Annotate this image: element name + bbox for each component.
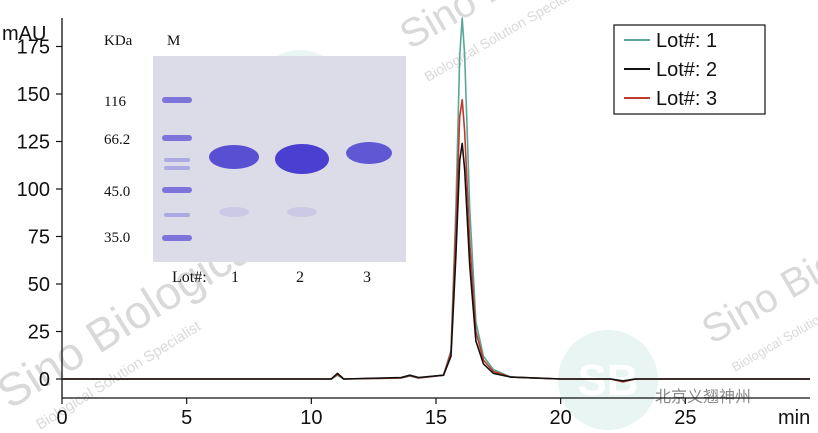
gel-marker-label: M	[167, 33, 180, 49]
y-tick-label: 100	[17, 179, 50, 201]
series-line-lot-2	[62, 142, 810, 382]
legend-label-lot-2: Lot#: 2	[656, 59, 717, 81]
sds-page-gel-inset: KDa M 116 66.2 45.0 35.0 Lot#: 1 2 3	[104, 33, 406, 286]
gel-marker-66-2: 66.2	[104, 132, 130, 148]
gel-ladder-band	[162, 135, 192, 141]
gel-band-lane-3	[346, 142, 392, 164]
gel-ladder-band	[164, 166, 190, 170]
y-tick-label: 150	[17, 84, 50, 106]
legend: Lot#: 1 Lot#: 2 Lot#: 3	[613, 24, 766, 115]
gel-lane-3-label: 3	[363, 269, 371, 286]
y-tick-label: 75	[28, 227, 50, 249]
y-tick-label: 50	[28, 274, 50, 296]
legend-label-lot-3: Lot#: 3	[656, 88, 717, 110]
gel-lane-1-label: 1	[231, 269, 239, 286]
gel-ladder-band	[162, 97, 192, 103]
x-axis-label: min	[778, 407, 810, 429]
series-lines	[62, 17, 810, 383]
y-tick-label: 175	[17, 37, 50, 59]
watermark-logo-circle-2	[558, 330, 658, 430]
gel-ladder-band	[164, 158, 190, 162]
gel-ladder-band	[162, 187, 192, 193]
y-tick-label: 125	[17, 132, 50, 154]
x-tick-label: 0	[56, 407, 67, 429]
gel-unit-label: KDa	[104, 33, 133, 49]
gel-ladder-band	[164, 213, 190, 217]
watermark-wechat-label: 北京义翘神州	[655, 388, 751, 406]
gel-marker-45-0: 45.0	[104, 184, 130, 200]
x-tick-label: 25	[674, 407, 696, 429]
gel-ladder-band	[162, 235, 192, 241]
gel-lane-2-label: 2	[296, 269, 304, 286]
gel-lane-prefix: Lot#:	[172, 269, 207, 286]
gel-marker-35-0: 35.0	[104, 230, 130, 246]
gel-bands	[162, 97, 392, 241]
x-tick-label: 15	[425, 407, 447, 429]
x-tick-label: 5	[181, 407, 192, 429]
legend-label-lot-1: Lot#: 1	[656, 30, 717, 52]
gel-faint-band-lane-2	[287, 207, 317, 217]
y-tick-label: 0	[39, 369, 50, 391]
gel-faint-band-lane-1	[219, 207, 249, 217]
y-tick-label: 25	[28, 322, 50, 344]
y-axis-label: mAU	[2, 23, 46, 45]
x-tick-label: 20	[550, 407, 572, 429]
gel-band-lane-2	[275, 144, 329, 174]
axes: 0 25 50 75 100 125 150 175 0 5 10 15 20 25	[17, 18, 810, 429]
gel-band-lane-1	[209, 145, 259, 169]
gel-marker-116: 116	[104, 94, 126, 110]
x-tick-label: 10	[300, 407, 322, 429]
